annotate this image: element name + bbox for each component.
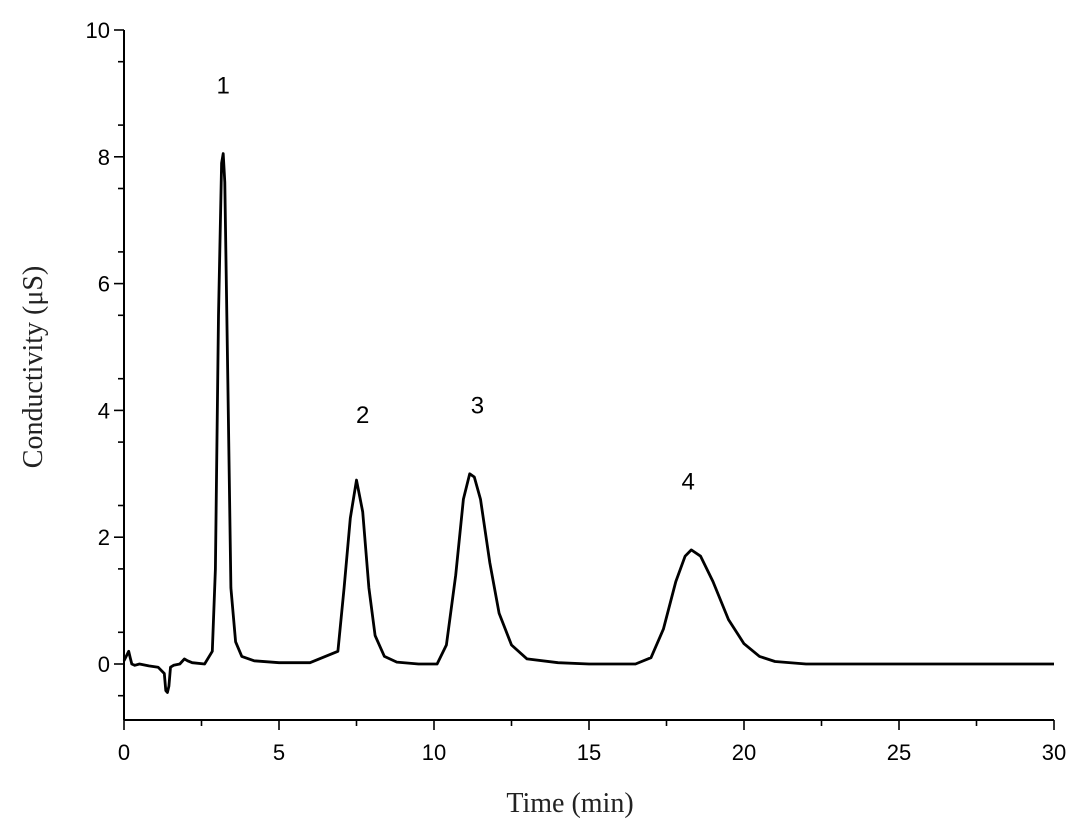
peak-label-2: 2 xyxy=(356,402,369,429)
y-tick-label: 2 xyxy=(98,525,110,550)
peak-labels: 1 2 3 4 xyxy=(217,72,695,495)
y-ticks: 0 2 4 6 8 10 xyxy=(86,18,124,697)
x-tick-label: 10 xyxy=(422,740,446,765)
y-tick-label: 4 xyxy=(98,398,110,423)
x-tick-label: 30 xyxy=(1042,740,1066,765)
y-tick-label: 10 xyxy=(86,18,110,43)
series-group xyxy=(122,152,1054,694)
peak-label-3: 3 xyxy=(471,393,484,420)
series-line-1 xyxy=(122,152,1054,694)
x-tick-label: 25 xyxy=(887,740,911,765)
x-tick-label: 0 xyxy=(118,740,130,765)
peak-label-4: 4 xyxy=(682,469,695,496)
y-tick-label: 0 xyxy=(98,652,110,677)
x-axis-title: Time (min) xyxy=(506,788,633,819)
axes xyxy=(123,30,1054,721)
y-tick-label: 8 xyxy=(98,145,110,170)
peak-label-1: 1 xyxy=(217,72,230,99)
y-tick-label: 6 xyxy=(98,272,110,297)
x-tick-label: 20 xyxy=(732,740,756,765)
x-ticks: 0 5 10 15 20 25 30 xyxy=(118,720,1066,765)
x-tick-label: 5 xyxy=(273,740,285,765)
y-axis-title: Conductivity (μS) xyxy=(18,266,49,468)
x-tick-label: 15 xyxy=(577,740,601,765)
